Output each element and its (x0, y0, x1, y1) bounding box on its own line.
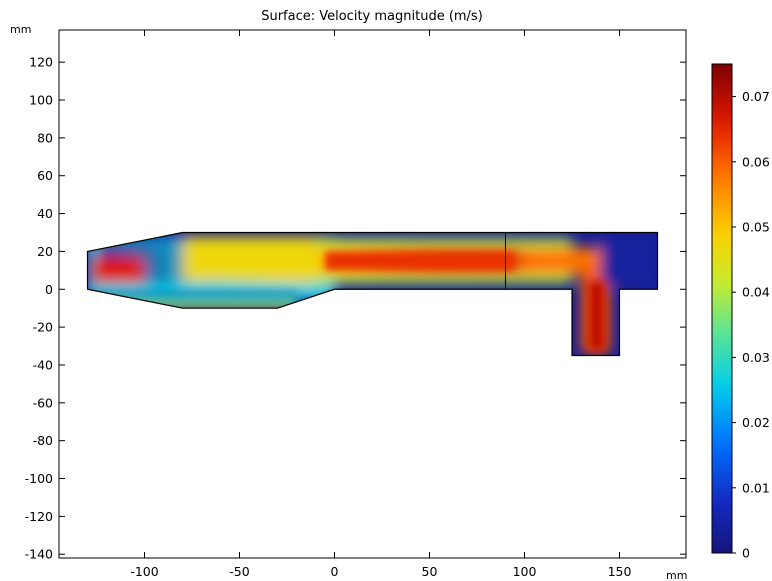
colorbar-tick-label: 0 (742, 546, 750, 561)
chart-title: Surface: Velocity magnitude (m/s) (261, 9, 483, 24)
y-tick-label: -140 (25, 547, 53, 562)
colorbar-tick-label: 0.05 (742, 220, 770, 235)
colorbar-tick-label: 0.02 (742, 415, 770, 430)
y-tick-label: 80 (37, 130, 53, 145)
y-tick-label: -40 (33, 357, 53, 372)
colorbar-tick-label: 0.06 (742, 154, 770, 169)
x-tick-label: -50 (229, 564, 249, 579)
y-tick-label: -60 (33, 395, 53, 410)
x-tick-label: 0 (331, 564, 339, 579)
y-tick-label: 100 (29, 93, 53, 108)
y-tick-label: -120 (25, 509, 53, 524)
colorbar-tick-label: 0.03 (742, 350, 770, 365)
x-tick-label: 50 (422, 564, 438, 579)
domain-outline (86, 231, 659, 357)
y-tick-label: 120 (29, 55, 53, 70)
colorbar: 0 0.01 0.02 0.03 0.04 0.05 0.06 0.07 (711, 63, 770, 561)
colorbar-gradient (711, 63, 733, 554)
y-tick-label: -80 (33, 433, 53, 448)
colorbar-tick-label: 0.04 (742, 285, 770, 300)
x-tick-label: 100 (513, 564, 537, 579)
y-tick-label: 0 (45, 282, 53, 297)
y-unit-label: mm (10, 23, 31, 36)
x-tick-label: -100 (130, 564, 158, 579)
y-tick-label: -100 (25, 471, 53, 486)
y-tick-label: 60 (37, 168, 53, 183)
y-tick-label: 40 (37, 206, 53, 221)
axis-ticks: -100 -50 0 50 100 150 120 100 80 60 40 20 0 -20 -40 -60… (25, 30, 686, 579)
colorbar-tick-label: 0.07 (742, 89, 770, 104)
colorbar-tick-label: 0.01 (742, 480, 770, 495)
y-tick-label: -20 (33, 320, 53, 335)
x-unit-label: mm (666, 569, 687, 581)
y-tick-label: 20 (37, 244, 53, 259)
x-tick-label: 150 (608, 564, 632, 579)
